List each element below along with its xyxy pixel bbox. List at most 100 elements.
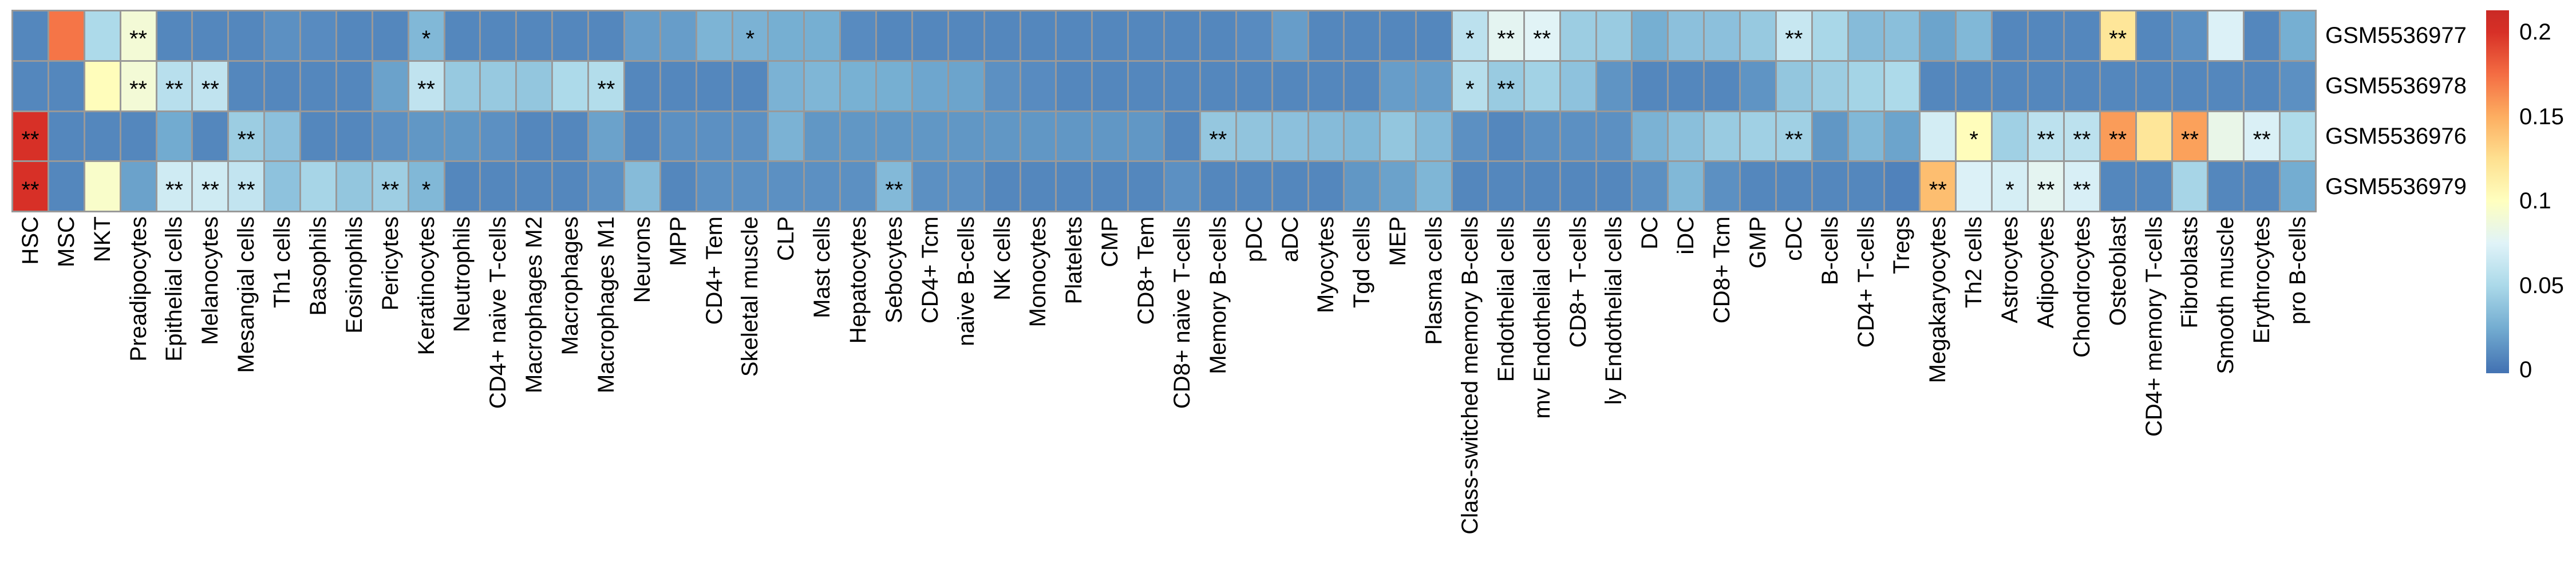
heatmap-cell [2245,61,2279,110]
column-label: Megakaryocytes [1925,216,1951,384]
heatmap-cell [1200,162,1235,211]
heatmap-cell [301,162,335,211]
heatmap-cell [157,11,192,60]
heatmap-cell [2281,112,2315,161]
heatmap-cell [1453,112,1487,161]
heatmap-cell [1417,61,1451,110]
heatmap-cell: * [1993,162,2027,211]
heatmap-cell [1129,11,1163,60]
column-label: Monocytes [1025,216,1051,327]
heatmap-cell [697,61,732,110]
heatmap-cell [1057,11,1092,60]
heatmap-cell: ** [13,162,48,211]
heatmap-cell [85,112,120,161]
heatmap-cell [1021,61,1056,110]
heatmap-cell [912,162,947,211]
column-label: Neutrophils [449,216,475,333]
heatmap-cell [1921,112,1955,161]
heatmap-cell [1597,162,1631,211]
heatmap-cell [733,162,768,211]
heatmap-cell [481,61,516,110]
heatmap-cell [2281,61,2315,110]
heatmap-cell [697,162,732,211]
column-label: Platelets [1061,216,1087,305]
heatmap-cell [1669,61,1704,110]
heatmap-cell: ** [877,162,911,211]
heatmap-cell [1884,61,1919,110]
heatmap-cell [49,61,84,110]
column-label: CD8+ naive T-cells [1169,216,1195,409]
heatmap-cell: ** [1488,61,1523,110]
heatmap-cell [2172,11,2207,60]
heatmap-cell [661,61,696,110]
column-label: Eosinophils [341,216,367,334]
heatmap-cell [2281,162,2315,211]
heatmap-grid: ** * * * ** ** ** ** ** ** ** ** ** * ** ** ** ** ** * ** ** *… [11,10,2317,212]
heatmap-cell [2136,112,2171,161]
heatmap-cell [1309,11,1344,60]
column-label: mv Endothelial cells [1529,216,1555,419]
heatmap-cell [301,61,335,110]
heatmap-cell [1524,112,1559,161]
column-label: DC [1637,216,1663,250]
heatmap-cell [481,162,516,211]
column-label: Osteoblast [2105,216,2131,326]
column-label: Macrophages [558,216,583,355]
heatmap-cell [2100,162,2135,211]
heatmap-cell: ** [121,11,156,60]
heatmap-cell [1417,162,1451,211]
heatmap-cell [85,162,120,211]
heatmap-cell [1021,11,1056,60]
heatmap-cell: ** [229,162,264,211]
heatmap-cell [1848,162,1883,211]
heatmap-cell [1993,11,2027,60]
heatmap-cell: ** [157,61,192,110]
heatmap-cell [625,61,659,110]
heatmap-cell [877,61,911,110]
heatmap-cell [1057,61,1092,110]
heatmap-cell [121,112,156,161]
heatmap-cell: * [1453,11,1487,60]
heatmap-cell [1597,11,1631,60]
column-label: CD8+ Tcm [1709,216,1735,324]
heatmap-cell [1345,162,1380,211]
column-label: pDC [1241,216,1267,263]
heatmap-cell [1597,112,1631,161]
column-label: cDC [1781,216,1807,261]
heatmap-cell [1129,162,1163,211]
heatmap-cell: ** [409,61,444,110]
column-label: Smooth muscle [2213,216,2239,374]
heatmap-cell [589,112,623,161]
colorbar-tick-label: 0.15 [2519,104,2564,129]
heatmap-cell: ** [373,162,408,211]
column-label: NK cells [989,216,1015,301]
column-label: Th1 cells [270,216,295,309]
heatmap-cell [769,112,804,161]
heatmap-cell [1381,162,1416,211]
heatmap-cell [445,11,480,60]
heatmap-cell [337,61,372,110]
heatmap-cell [877,112,911,161]
column-label: NKT [89,216,115,262]
heatmap-cell [949,61,983,110]
column-label: Pericytes [377,216,403,311]
column-label: CD4+ Tcm [917,216,943,324]
column-label: aDC [1277,216,1303,263]
heatmap-cell [841,11,875,60]
heatmap-cell [337,11,372,60]
heatmap-cell [805,112,840,161]
heatmap-cell [1309,162,1344,211]
column-label: Mast cells [809,216,835,318]
heatmap-cell [985,61,1020,110]
column-label: Erythrocytes [2249,216,2275,344]
heatmap-cell [229,11,264,60]
heatmap-cell [373,61,408,110]
heatmap-cell [517,162,552,211]
heatmap-cell [1776,162,1811,211]
column-label: Plasma cells [1421,216,1447,345]
column-label: Keratinocytes [413,216,439,355]
column-label: B-cells [1817,216,1843,286]
heatmap-cell [49,112,84,161]
heatmap-cell [1705,11,1739,60]
